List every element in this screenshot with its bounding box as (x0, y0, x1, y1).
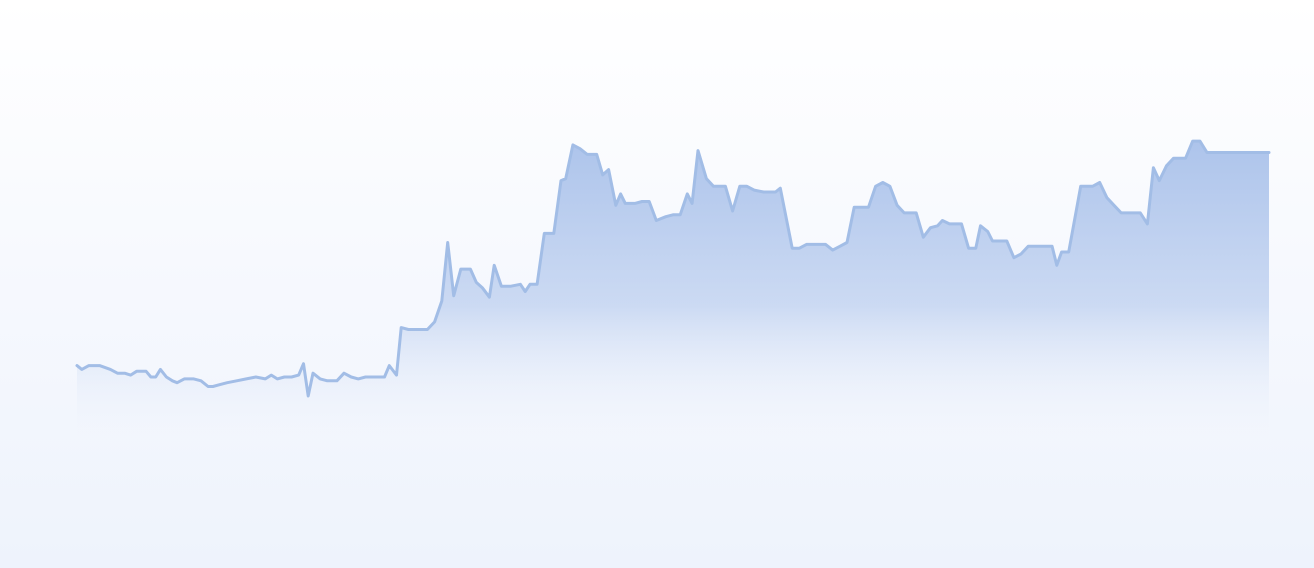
series-area-fill (77, 141, 1269, 440)
series-line (75, 139, 1271, 398)
plot-area (75, 139, 1271, 440)
